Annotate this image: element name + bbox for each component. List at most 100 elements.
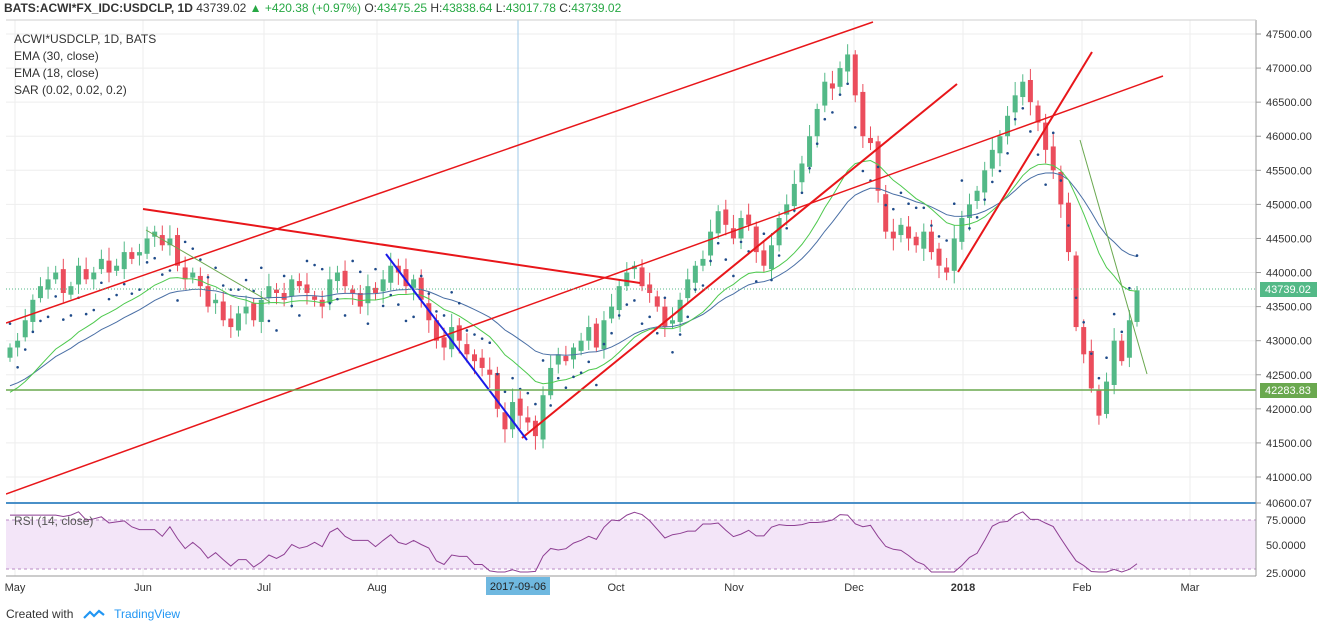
sar-dot [998,169,1002,173]
sar-dot [602,342,606,346]
tradingview-link[interactable]: TradingView [114,607,181,621]
candle-down [860,91,866,137]
sar-dot [937,235,941,238]
candle-up [708,231,714,256]
sar-dot [214,266,217,270]
time-tick-label: Mar [1181,582,1200,594]
candlestick-series [7,44,1140,450]
sar-dot [762,232,766,235]
sar-dot [358,270,362,274]
candle-up [951,238,957,271]
price-tick-label: 41000.00 [1266,472,1312,484]
channel-upper-line[interactable] [6,21,874,324]
sar-dot [419,274,423,278]
candle-down [274,289,280,293]
candle-down [83,269,89,280]
price-change: +420.38 (+0.97%) [264,1,361,15]
sar-dot [1051,131,1055,135]
sar-dot [1044,183,1047,186]
sar-dot [556,376,560,380]
sar-dot [191,247,195,250]
candle-down [662,306,668,328]
candle-down [1096,390,1102,416]
price-axis[interactable]: 47500.00 47000.00 46500.00 46000.00 45500.00… [1256,29,1312,510]
rally-trendline[interactable] [521,83,958,439]
candle-down [936,248,942,266]
candle-up [814,108,820,137]
sar-dot [610,331,613,335]
channel-lower-line[interactable] [6,75,1164,495]
decline-trendline-blue[interactable] [385,253,528,441]
sar-dot [549,404,552,407]
grid [6,20,1256,576]
time-tick-label: Oct [607,582,624,594]
legend-main-series[interactable]: ACWI*USDCLP, 1D, BATS [14,32,157,46]
sar-dot [62,318,65,321]
candle-down [1027,80,1033,103]
rsi-axis: 75.0000 50.0000 25.0000 [1266,515,1306,580]
sar-dot [876,165,880,169]
price-tick-label: 45500.00 [1266,165,1312,177]
sar-dot [1090,352,1093,355]
sar-dot [465,329,469,332]
legend-sar[interactable]: SAR (0.02, 0.02, 0.2) [14,83,127,97]
sar-dot [808,166,811,170]
candle-down [296,281,302,287]
candle-up [966,204,972,219]
candle-down [175,235,181,266]
candle-down [647,284,653,293]
sar-dot [1120,330,1124,334]
sar-dot [1135,254,1139,257]
created-with-label: Created with [6,607,74,621]
sar-dot [975,216,979,219]
candle-down [723,209,729,225]
candle-down [251,303,257,321]
sar-dot [724,258,728,261]
last-price: 43739.02 [196,1,247,15]
candle-up [784,204,790,215]
sar-dot [686,315,690,319]
candle-down [1073,255,1079,328]
high-value: 43838.64 [442,1,493,15]
sar-dot [1013,117,1017,121]
candle-down [418,277,424,300]
sar-dot [785,226,789,230]
open-value: 43475.25 [376,1,428,15]
sar-dot [1059,179,1063,182]
candle-down [479,357,485,368]
legend-ema-30[interactable]: EMA (30, close) [14,49,99,63]
sar-dot [572,375,575,379]
sar-dot [69,314,73,317]
last-price-badge: 43739.02 [1260,282,1317,297]
close-value: 43739.02 [571,1,622,15]
sar-dot [473,333,476,336]
legend-ema-18[interactable]: EMA (18, close) [14,66,99,80]
candle-up [609,306,615,319]
sar-dot [46,315,50,319]
candle-down [746,214,752,225]
candle-up [1005,115,1011,137]
svg-text:43739.02: 43739.02 [1265,284,1311,296]
candle-down [464,344,470,355]
sar-dot [1112,312,1116,316]
sar-dot [480,337,484,340]
sar-dot [1006,151,1009,155]
steep-trendline[interactable] [957,51,1093,273]
sar-dot [1036,153,1040,156]
symbol-name[interactable]: BATS:ACWI*FX_IDC:USDCLP, 1D [4,1,193,15]
sar-dot [221,284,225,287]
rsi-legend[interactable]: RSI (14, close) [14,514,94,528]
sar-dot [526,391,530,395]
sar-dot [366,322,370,325]
candle-down [753,226,759,253]
candle-up [715,211,721,234]
price-tick-label: 46000.00 [1266,131,1312,143]
sar-dot [770,278,773,282]
time-axis[interactable]: May Jun Jul Aug 2017-09-06 Oct Nov Dec 2018 Feb Ma… [5,577,1200,595]
sar-dot [8,322,12,325]
sar-dot [907,202,910,206]
descending-resistance-line[interactable] [142,208,641,284]
candle-up [365,286,371,304]
sar-dot [153,256,156,260]
